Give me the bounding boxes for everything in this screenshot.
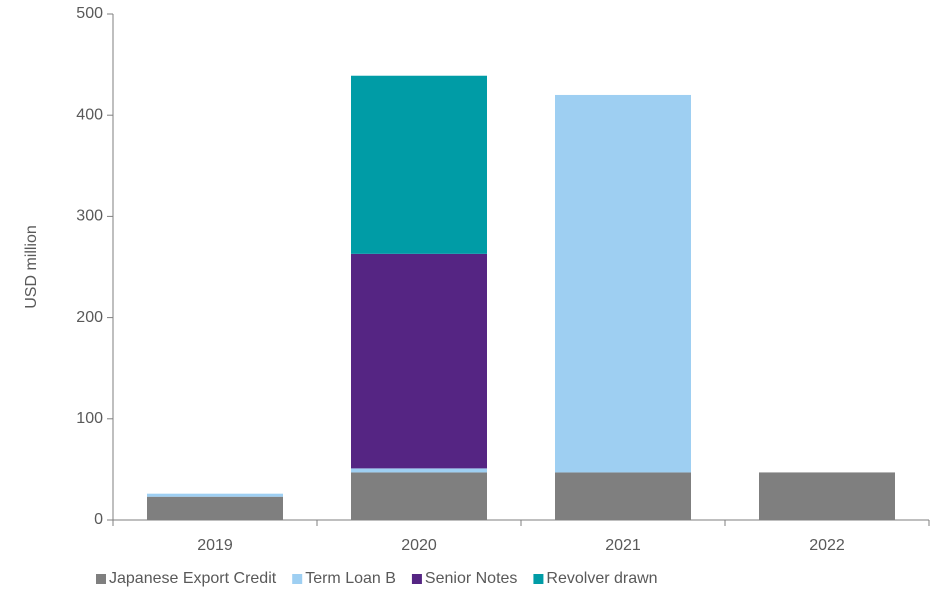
bar-segment — [351, 75, 487, 254]
bar-segment — [555, 472, 691, 520]
bar-segment — [147, 496, 283, 520]
bar-segment — [351, 468, 487, 473]
y-tick-label: 500 — [76, 5, 103, 22]
y-axis-label: USD million — [23, 225, 40, 309]
x-tick-label: 2019 — [197, 537, 233, 554]
bar-segment — [555, 94, 691, 473]
legend-swatch — [411, 574, 422, 584]
y-tick-label: 400 — [76, 106, 103, 123]
bar-segment — [351, 472, 487, 520]
legend-label: Revolver drawn — [546, 570, 657, 587]
y-tick-label: 100 — [76, 410, 103, 427]
x-tick-label: 2020 — [401, 537, 437, 554]
legend-swatch — [533, 574, 544, 584]
x-tick-label: 2021 — [605, 537, 641, 554]
legend-swatch — [96, 574, 106, 584]
legend-label: Senior Notes — [425, 570, 518, 587]
y-tick-label: 0 — [94, 511, 103, 528]
legend-swatch — [292, 574, 303, 584]
bar-segment — [351, 253, 487, 469]
legend-label: Term Loan B — [305, 570, 396, 587]
legend-label: Japanese Export Credit — [109, 570, 277, 587]
bar-segment — [147, 493, 283, 497]
y-tick-label: 200 — [76, 309, 103, 326]
x-tick-label: 2022 — [809, 537, 845, 554]
y-tick-label: 300 — [76, 208, 103, 225]
bar-segment — [759, 472, 895, 520]
